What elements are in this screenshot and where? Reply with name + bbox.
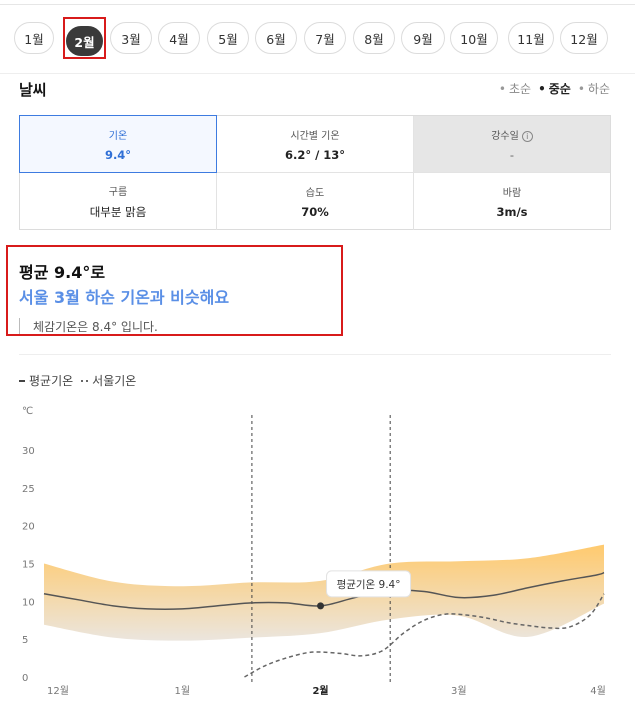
y-axis-unit: ℃ <box>22 406 33 417</box>
y-tick-label: 5 <box>22 635 28 646</box>
humidity-label: 습도 <box>305 188 325 199</box>
x-tick-label: 1월 <box>174 685 190 697</box>
rain-days-label: 강수일 <box>491 130 519 142</box>
legend-average-label: 평균기온 <box>29 374 74 388</box>
humidity-value: 70% <box>301 205 329 219</box>
x-tick-label: 3월 <box>451 685 467 697</box>
y-tick-label: 30 <box>22 446 35 457</box>
legend-average: 평균기온 <box>19 372 73 389</box>
legend-seoul-label: 서울기온 <box>92 374 137 388</box>
hourly-temp-cell[interactable]: 시간별 기온 6.2° / 13° <box>217 116 414 173</box>
month-pill-5[interactable]: 5월 <box>207 22 249 54</box>
month-pill-11[interactable]: 11월 <box>508 22 554 54</box>
legend-dashed-swatch <box>81 379 89 382</box>
rain-days-value: - <box>509 147 515 162</box>
temperature-chart: ℃ 0 5 10 15 20 25 30 평균기온 9.4° 12월 1월 2월 3월 4월 <box>22 406 606 697</box>
temperature-cell[interactable]: 기온 9.4° <box>19 115 217 173</box>
summary-highlight-box <box>6 245 343 336</box>
y-tick-label: 15 <box>22 560 35 571</box>
info-icon[interactable]: i <box>521 130 533 142</box>
x-tick-label: 4월 <box>590 685 606 697</box>
seoul-temp-line <box>244 593 605 678</box>
month-pill-6[interactable]: 6월 <box>255 22 297 54</box>
wind-value: 3m/s <box>496 205 528 219</box>
month-pill-9[interactable]: 9월 <box>401 22 445 54</box>
tooltip-text: 평균기온 9.4° <box>337 579 401 591</box>
cloud-label: 구름 <box>108 187 128 198</box>
cloud-cell[interactable]: 구름 대부분 맑음 <box>20 173 217 230</box>
y-tick-label: 0 <box>22 673 28 684</box>
x-tick-label: 12월 <box>47 685 69 697</box>
month-pill-10[interactable]: 10월 <box>450 22 498 54</box>
ten-day-late[interactable]: 하순 <box>578 80 610 97</box>
average-temp-line <box>43 571 605 611</box>
wind-cell[interactable]: 바람 3m/s <box>414 173 610 230</box>
temperature-label: 기온 <box>108 130 128 142</box>
feels-like-text: 체감기온은 8.4° 입니다. <box>19 318 158 334</box>
chart-legend: 평균기온 서울기온 <box>19 372 136 389</box>
month-pill-8[interactable]: 8월 <box>353 22 395 54</box>
ten-day-selector: 초순 중순 하순 <box>499 80 610 97</box>
rain-days-label-wrap: 강수일 i <box>491 127 533 142</box>
summary-comparison: 서울 3월 하순 기온과 비슷해요 <box>19 288 230 307</box>
chart-divider <box>19 354 611 355</box>
temperature-value: 9.4° <box>104 147 132 162</box>
x-tick-label: 2월 <box>312 685 328 697</box>
month-pill-4[interactable]: 4월 <box>158 22 200 54</box>
legend-seoul: 서울기온 <box>81 372 136 389</box>
month-pill-1[interactable]: 1월 <box>14 22 54 54</box>
ten-day-early[interactable]: 초순 <box>499 80 531 97</box>
month-pill-2[interactable]: 2월 <box>66 26 103 56</box>
weather-summary-grid: 기온 9.4° 시간별 기온 6.2° / 13° 강수일 i - 구름 대부분 … <box>19 115 611 230</box>
y-tick-label: 25 <box>22 484 35 495</box>
y-tick-label: 20 <box>22 522 35 533</box>
weather-title: 날씨 <box>19 81 47 99</box>
cloud-value: 대부분 맑음 <box>89 205 147 219</box>
selected-point-marker <box>317 602 325 610</box>
rain-days-cell[interactable]: 강수일 i - <box>414 116 610 173</box>
wind-label: 바람 <box>502 188 522 199</box>
y-tick-label: 10 <box>22 597 35 608</box>
tooltip-box <box>326 570 412 598</box>
humidity-cell[interactable]: 습도 70% <box>217 173 414 230</box>
section-divider <box>0 73 635 74</box>
legend-solid-swatch <box>19 379 25 382</box>
hourly-temp-value: 6.2° / 13° <box>284 147 346 162</box>
month-pill-12[interactable]: 12월 <box>560 22 608 54</box>
temperature-range-band <box>44 544 604 641</box>
month-selector: 1월 2월 3월 4월 5월 6월 7월 8월 9월 10월 11월 12월 <box>0 22 635 58</box>
month-pill-3[interactable]: 3월 <box>110 22 152 54</box>
ten-day-mid[interactable]: 중순 <box>538 80 571 97</box>
hourly-temp-label: 시간별 기온 <box>290 130 340 142</box>
top-divider <box>0 4 635 5</box>
summary-average: 평균 9.4°로 <box>19 263 106 282</box>
month-pill-7[interactable]: 7월 <box>304 22 346 54</box>
